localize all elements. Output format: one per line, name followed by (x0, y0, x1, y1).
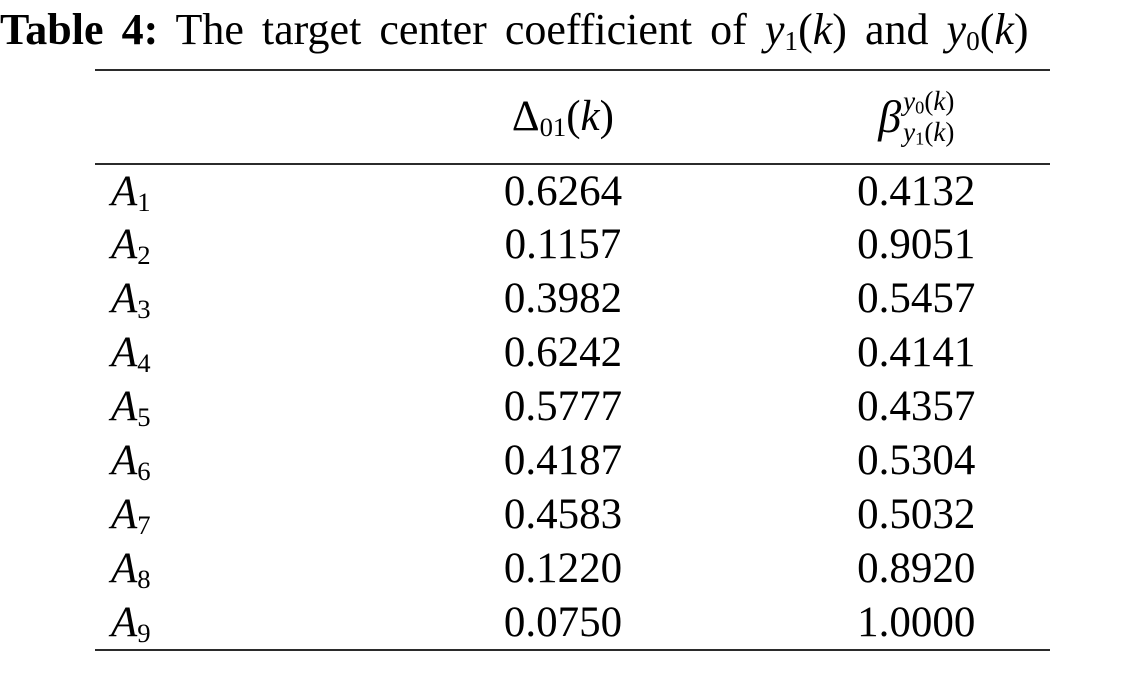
beta-value: 0.4132 (857, 167, 976, 215)
table-caption-text: The target center coefficient of (175, 5, 747, 54)
row-label: A3 (111, 275, 151, 325)
row-label: A2 (111, 221, 151, 271)
beta-value: 0.5032 (857, 491, 976, 539)
row-label: A4 (111, 329, 151, 379)
column-header-empty (95, 70, 343, 164)
delta-value: 0.1220 (503, 545, 623, 593)
delta-value: 0.4583 (503, 491, 623, 539)
row-label: A6 (111, 437, 151, 487)
table-row: A1 0.6264 0.4132 (95, 164, 1050, 218)
table-row: A8 0.1220 0.8920 (95, 542, 1050, 596)
table-caption-label: Table 4: (0, 5, 159, 54)
delta-value: 0.4187 (503, 437, 623, 485)
row-label: A7 (111, 491, 151, 541)
table-row: A5 0.5777 0.4357 (95, 380, 1050, 434)
delta-value: 0.0750 (503, 598, 623, 646)
beta-value: 1.0000 (857, 598, 976, 646)
row-label: A1 (111, 167, 151, 217)
table-row: A6 0.4187 0.5304 (95, 434, 1050, 488)
beta-value: 0.4357 (857, 383, 976, 431)
table-row: A4 0.6242 0.4141 (95, 326, 1050, 380)
delta-value: 0.6264 (503, 167, 623, 215)
delta-value: 0.6242 (503, 329, 623, 377)
table-row: A2 0.1157 0.9051 (95, 218, 1050, 272)
coefficients-table: Δ01(k) β y0(k) y1(k) A1 0.6264 0.4132 A2 0… (95, 68, 1050, 651)
column-header-beta: β y0(k) y1(k) (878, 85, 955, 149)
beta-value: 0.9051 (857, 221, 976, 269)
row-label: A9 (111, 598, 151, 648)
table-row: A9 0.0750 1.0000 (95, 596, 1050, 650)
delta-value: 0.1157 (504, 221, 622, 269)
beta-value: 0.8920 (857, 545, 976, 593)
row-label: A5 (111, 383, 151, 433)
table-caption-conjunction: and (864, 5, 929, 54)
beta-value: 0.5304 (857, 437, 976, 485)
table-caption: Table 4: The target center coefficient o… (0, 0, 1122, 57)
beta-superscript: y0(k) (903, 85, 955, 118)
beta-value: 0.4141 (857, 329, 976, 377)
table-header-row: Δ01(k) β y0(k) y1(k) (95, 70, 1050, 164)
table-row: A7 0.4583 0.5032 (95, 488, 1050, 542)
delta-value: 0.3982 (503, 275, 623, 323)
table-row: A3 0.3982 0.5457 (95, 272, 1050, 326)
math-y1k: y1(k) (764, 5, 847, 56)
delta-value: 0.5777 (503, 383, 623, 431)
row-label: A8 (111, 545, 151, 595)
math-y0k: y0(k) (946, 5, 1029, 56)
beta-subscript: y1(k) (903, 116, 955, 149)
column-header-delta: Δ01(k) (511, 93, 614, 143)
beta-value: 0.5457 (857, 275, 976, 323)
